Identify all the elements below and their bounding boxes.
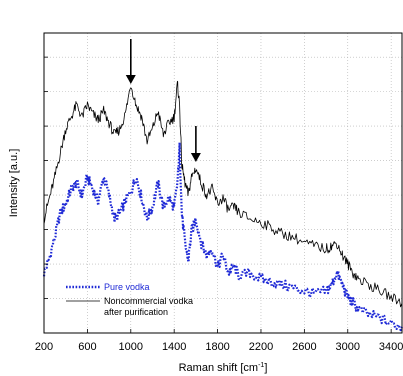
axis-ticks xyxy=(43,56,392,333)
x-tick-label-1400: 1400 xyxy=(162,341,186,353)
x-tick-label-3000: 3000 xyxy=(336,341,360,353)
x-axis-label: Raman shift [cm-1] xyxy=(179,362,268,374)
annotation-layer xyxy=(125,39,201,162)
x-tick-label-2600: 2600 xyxy=(292,341,316,353)
x-tick-label-200: 200 xyxy=(35,341,53,353)
plot-frame xyxy=(43,32,403,334)
y-axis-label: Intensity [a.u.] xyxy=(8,149,20,217)
legend-label-noncommercial-vodka: Noncommercial vodka after purification xyxy=(104,296,193,317)
x-tick-labels: 200 600 1000 1400 1800 2200 2600 3000 3400 xyxy=(35,341,403,353)
x-axis-label-close: ] xyxy=(264,362,267,374)
grid-lines xyxy=(44,33,402,333)
x-tick-label-2200: 2200 xyxy=(249,341,273,353)
legend-label-line-1: Noncommercial vodka xyxy=(104,296,193,306)
x-axis-label-main: Raman shift [cm xyxy=(179,362,258,374)
annotation-arrow-head-2 xyxy=(190,153,201,162)
legend: Pure vodka Noncommercial vodka after puri… xyxy=(66,282,193,317)
x-tick-label-600: 600 xyxy=(78,341,96,353)
annotation-arrow-head-1 xyxy=(125,75,136,84)
legend-label-line-2: after purification xyxy=(104,307,168,317)
x-tick-label-1800: 1800 xyxy=(205,341,229,353)
series-line-noncommercial-vodka xyxy=(43,80,403,308)
series-line-pure-vodka xyxy=(42,141,403,332)
x-tick-label-1000: 1000 xyxy=(119,341,143,353)
series-layer xyxy=(42,80,403,332)
plot-background xyxy=(44,33,402,333)
legend-label-pure-vodka: Pure vodka xyxy=(104,282,150,292)
x-tick-label-3400: 3400 xyxy=(379,341,403,353)
x-axis-label-superscript: -1 xyxy=(258,362,264,369)
